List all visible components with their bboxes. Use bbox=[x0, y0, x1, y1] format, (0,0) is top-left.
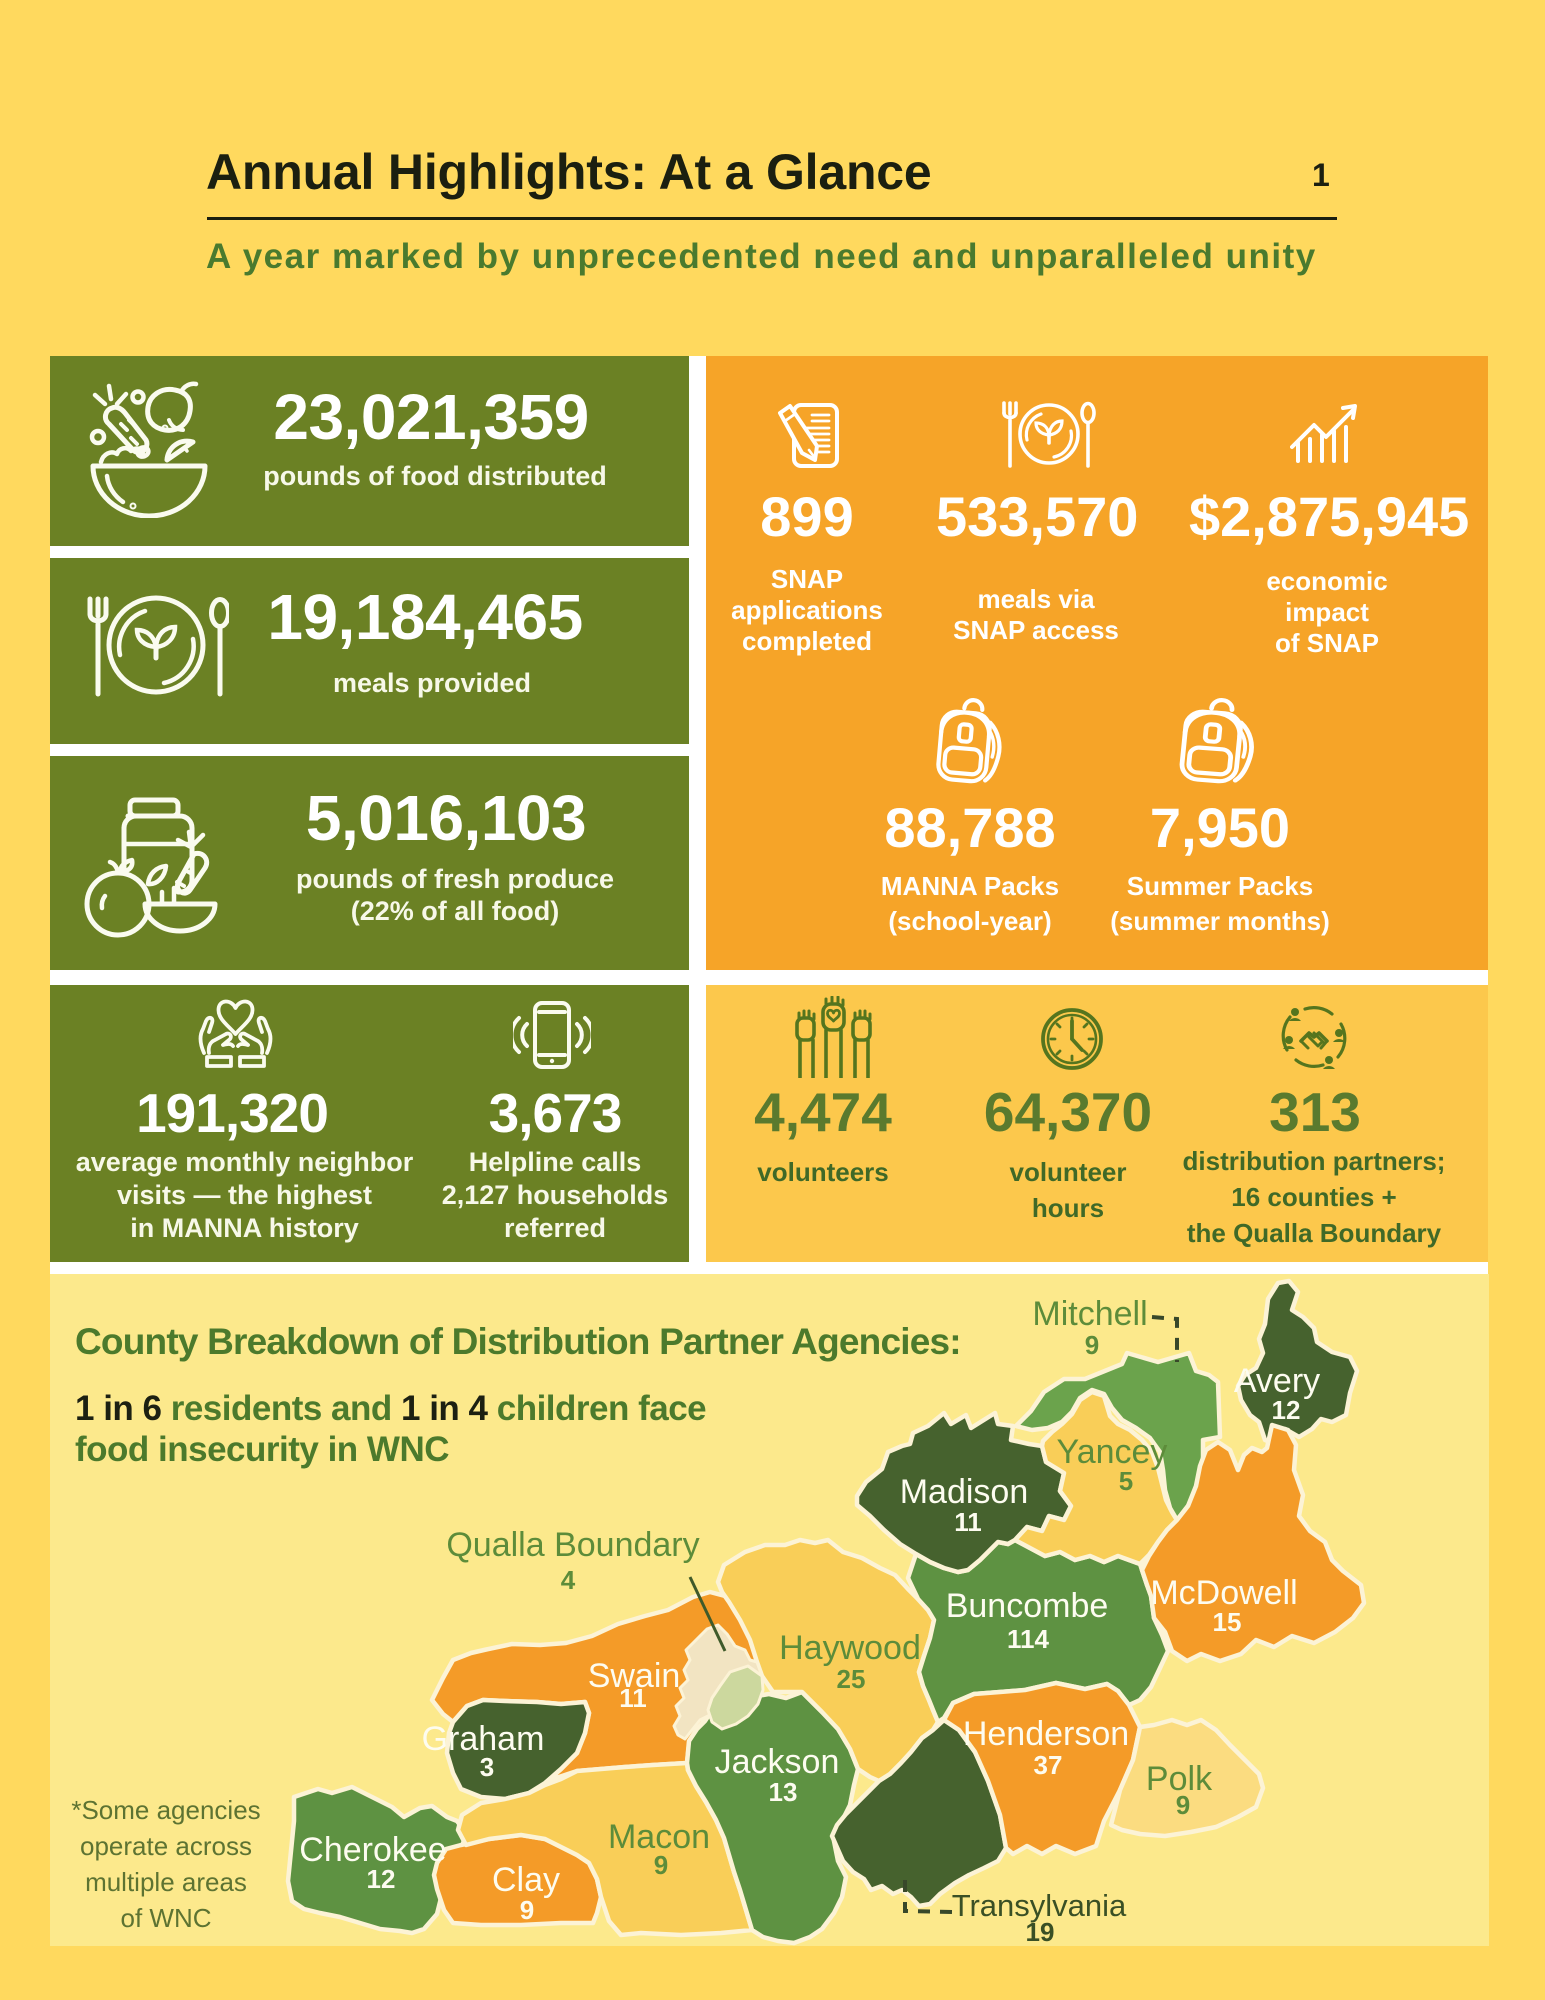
svg-text:13: 13 bbox=[769, 1777, 798, 1807]
svg-text:Polk: Polk bbox=[1146, 1760, 1213, 1798]
svg-text:McDowell: McDowell bbox=[1150, 1574, 1297, 1612]
svg-text:11: 11 bbox=[619, 1683, 647, 1713]
svg-text:114: 114 bbox=[1007, 1624, 1049, 1654]
svg-text:Henderson: Henderson bbox=[963, 1715, 1129, 1753]
svg-text:15: 15 bbox=[1213, 1607, 1242, 1637]
svg-text:4: 4 bbox=[561, 1565, 576, 1595]
svg-text:Qualla Boundary: Qualla Boundary bbox=[446, 1526, 699, 1564]
svg-text:9: 9 bbox=[1176, 1790, 1190, 1820]
svg-text:Cherokee: Cherokee bbox=[299, 1831, 446, 1869]
svg-text:Buncombe: Buncombe bbox=[946, 1587, 1109, 1625]
svg-text:12: 12 bbox=[1272, 1395, 1301, 1425]
svg-text:37: 37 bbox=[1034, 1750, 1063, 1780]
svg-text:Transylvania: Transylvania bbox=[952, 1888, 1127, 1923]
svg-text:9: 9 bbox=[654, 1850, 668, 1880]
svg-text:25: 25 bbox=[837, 1664, 866, 1694]
svg-text:5: 5 bbox=[1119, 1466, 1133, 1496]
svg-text:19: 19 bbox=[1026, 1917, 1055, 1946]
svg-text:12: 12 bbox=[367, 1864, 396, 1894]
svg-text:Jackson: Jackson bbox=[715, 1743, 840, 1781]
svg-text:9: 9 bbox=[520, 1895, 534, 1925]
svg-text:Mitchell: Mitchell bbox=[1032, 1295, 1147, 1333]
svg-text:Avery: Avery bbox=[1234, 1362, 1320, 1400]
svg-text:11: 11 bbox=[954, 1507, 982, 1537]
svg-text:Graham: Graham bbox=[422, 1720, 545, 1758]
svg-text:3: 3 bbox=[480, 1752, 494, 1782]
svg-text:Madison: Madison bbox=[900, 1473, 1029, 1511]
svg-text:Haywood: Haywood bbox=[779, 1629, 921, 1667]
svg-text:Yancey: Yancey bbox=[1057, 1433, 1168, 1471]
svg-text:Clay: Clay bbox=[492, 1861, 560, 1899]
svg-text:9: 9 bbox=[1085, 1330, 1099, 1360]
svg-text:Macon: Macon bbox=[608, 1818, 710, 1856]
svg-text:Swain: Swain bbox=[588, 1657, 681, 1695]
